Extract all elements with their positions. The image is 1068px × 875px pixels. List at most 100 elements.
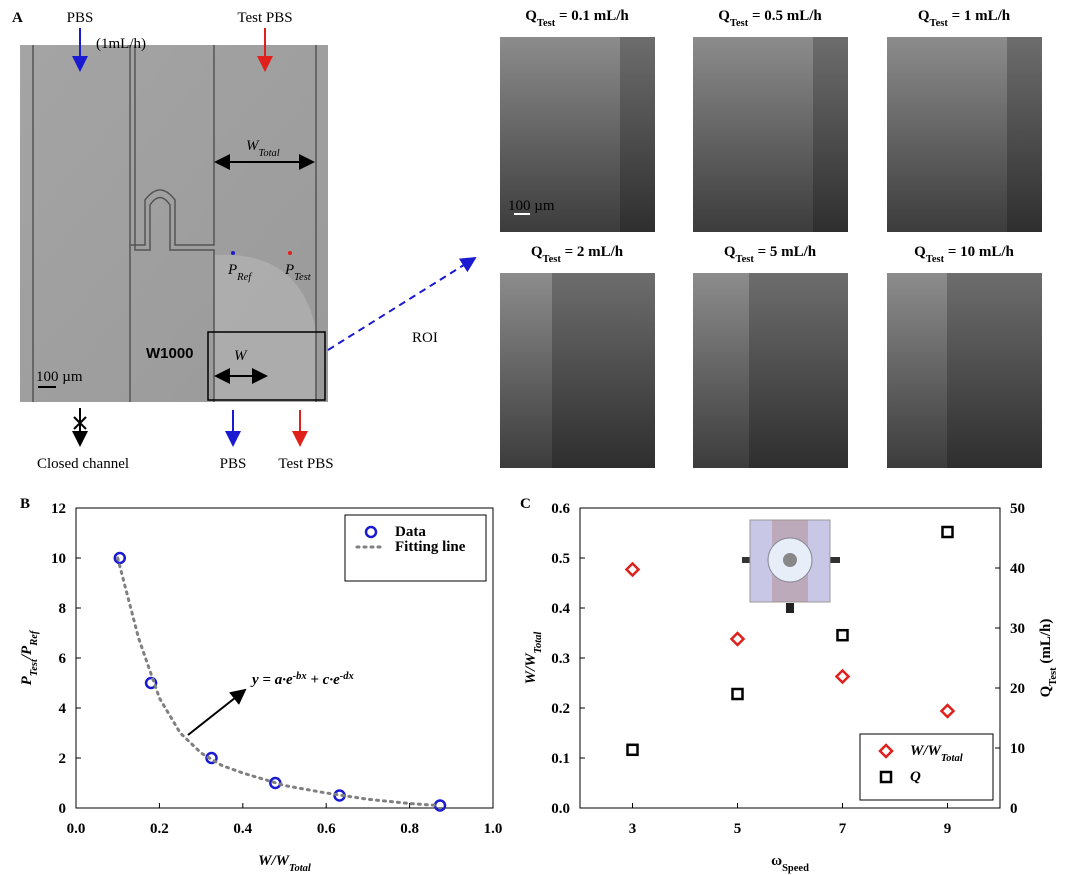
x-tick-label: 0.0 <box>67 821 86 837</box>
roi-title-part: = 2 mL/h <box>561 244 624 260</box>
flow-region <box>214 254 316 402</box>
panel-label: A <box>12 10 23 26</box>
device-inset <box>742 519 840 613</box>
roi-title: QTest = 5 mL/h <box>724 244 817 265</box>
roi-band <box>620 37 655 232</box>
x-tick-label: 0.2 <box>150 821 169 837</box>
channel-walls <box>32 45 317 402</box>
roi-title: QTest = 0.1 mL/h <box>525 8 629 29</box>
p-ref-label-part: P <box>227 262 237 278</box>
annotation-part: y = a·e <box>250 672 293 688</box>
legend-swatch <box>879 770 893 784</box>
y2-tick-label: 0 <box>1010 801 1018 817</box>
y-tick-label: 0.5 <box>551 551 570 567</box>
legend-box <box>859 733 994 801</box>
x-axis-label: ωSpeed <box>771 853 809 874</box>
roi-title-part: Test <box>537 18 556 29</box>
roi-title-part: = 1 mL/h <box>948 8 1011 24</box>
p-test-label: PTest <box>284 262 312 283</box>
roi-title-part: = 0.5 mL/h <box>748 8 822 24</box>
annotation-part: -bx <box>293 671 307 682</box>
annotation-part: + c·e <box>307 672 340 688</box>
roi-title-part: = 5 mL/h <box>754 244 817 260</box>
legend-swatch <box>364 525 378 539</box>
y-tick-label: 0.0 <box>551 801 570 817</box>
y2-tick-label: 10 <box>1010 741 1025 757</box>
p-ref-label: PRef <box>227 262 253 283</box>
outlet-label: Closed channel <box>37 456 129 472</box>
roi-band <box>813 37 848 232</box>
fit-line <box>116 556 441 807</box>
outlet-label: Test PBS <box>278 456 333 472</box>
x-tick-label: 1.0 <box>484 821 503 837</box>
roi-image <box>500 37 655 232</box>
y2-axis-label-part: (mL/h) <box>1038 619 1054 668</box>
closed-mark <box>73 416 87 430</box>
y2-axis-label-part: Q <box>1038 685 1054 697</box>
y-tick-label: 2 <box>59 751 67 767</box>
marker <box>941 525 954 539</box>
x-tick-label: 0.4 <box>233 821 252 837</box>
roi-title: QTest = 2 mL/h <box>531 244 624 265</box>
y-axis-label: W/WTotal <box>523 632 544 685</box>
y-axis-label-part: /P <box>19 645 35 660</box>
y-tick-label: 12 <box>51 501 66 517</box>
roi-title-part: Test <box>926 254 945 265</box>
x-axis-label-part: Speed <box>782 863 809 874</box>
marker <box>205 751 218 765</box>
panel-a <box>20 28 840 613</box>
roi-band <box>749 273 848 468</box>
marker <box>144 676 158 690</box>
legend-box <box>344 514 487 582</box>
roi-title: QTest = 0.5 mL/h <box>718 8 822 29</box>
point-ref <box>231 251 235 255</box>
y-axis-label-part: Total <box>533 632 544 654</box>
annotation: y = a·e-bx + c·e-dx <box>250 671 354 689</box>
roi-image <box>500 273 655 468</box>
marker <box>113 551 127 565</box>
inlet-rate: (1mL/h) <box>96 36 146 52</box>
marker <box>433 799 447 812</box>
roi-band <box>552 273 655 468</box>
annotation-arrow <box>187 688 247 736</box>
roi-title-part: Q <box>525 8 537 24</box>
roi-title: QTest = 10 mL/h <box>914 244 1014 265</box>
y2-tick-label: 40 <box>1010 561 1025 577</box>
legend-label: Q <box>910 769 921 785</box>
roi-title-part: Q <box>724 244 736 260</box>
marker <box>834 668 851 685</box>
y-tick-label: 0 <box>59 801 67 817</box>
roi-arrow <box>327 256 477 351</box>
point-test <box>288 251 292 255</box>
marker <box>731 687 744 701</box>
y-axis-label: PTest/PRef <box>19 629 40 685</box>
x-axis-label-part: W/W <box>258 853 291 869</box>
marker <box>624 561 641 578</box>
inlet-label: PBS <box>67 10 94 26</box>
roi-title-part: Test <box>930 18 949 29</box>
x-axis-label: W/WTotal <box>258 853 311 874</box>
x-tick-label: 9 <box>944 821 952 837</box>
width-total-label-part: Total <box>259 148 280 159</box>
marker <box>729 631 746 647</box>
y-axis-label-part: Ref <box>29 629 40 647</box>
roi-title-part: Test <box>730 18 749 29</box>
marker <box>626 743 639 757</box>
y-tick-label: 6 <box>59 651 67 667</box>
roi-title: QTest = 1 mL/h <box>918 8 1011 29</box>
legend-label: W/WTotal <box>910 743 963 764</box>
roi-image <box>693 273 848 468</box>
roi-title-part: Q <box>918 8 930 24</box>
roi-title-part: Test <box>543 254 562 265</box>
legend-label-part: Total <box>941 753 963 764</box>
x-tick-label: 0.8 <box>400 821 419 837</box>
roi-image <box>887 273 1042 468</box>
roi-label: ROI <box>412 330 438 346</box>
roi-image <box>887 37 1042 232</box>
y-tick-label: 4 <box>59 701 67 717</box>
width-total-label: WTotal <box>246 138 280 159</box>
p-test-label-part: P <box>284 262 294 278</box>
x-axis-label-part: ω <box>771 853 782 869</box>
legend-label-part: W/W <box>910 743 943 759</box>
